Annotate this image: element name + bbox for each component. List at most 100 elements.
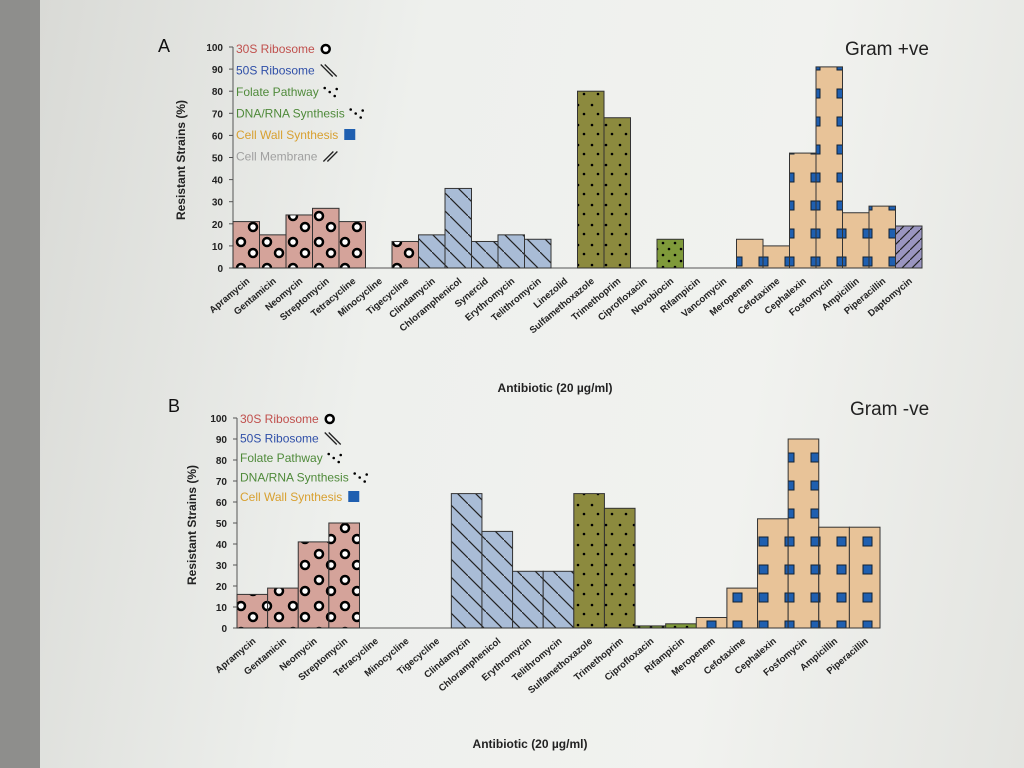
legend-item-r50s: 50S Ribosome bbox=[240, 432, 319, 446]
bar-gentamicin bbox=[267, 587, 299, 629]
hatch-pattern-icon bbox=[322, 151, 338, 162]
y-tick-label: 90 bbox=[212, 65, 224, 76]
bar-sulfamethoxazole bbox=[573, 493, 605, 629]
bar-fosfomycin bbox=[815, 66, 843, 269]
y-tick-label: 90 bbox=[216, 435, 228, 446]
y-tick-label: 70 bbox=[216, 477, 228, 488]
legend-item-membrane: Cell Membrane bbox=[236, 150, 318, 164]
y-tick-label: 10 bbox=[216, 603, 228, 614]
bar-streptomycin bbox=[328, 522, 360, 629]
y-tick-label: 0 bbox=[217, 264, 223, 275]
y-tick-label: 30 bbox=[216, 561, 228, 572]
dot-pattern-icon bbox=[337, 460, 341, 464]
bar-clindamycin bbox=[450, 493, 483, 629]
y-tick-label: 40 bbox=[216, 540, 228, 551]
x-axis-label: Antibiotic (20 µg/ml) bbox=[498, 381, 613, 395]
dot-pattern-icon bbox=[332, 456, 336, 460]
bar-neomycin bbox=[285, 214, 313, 269]
bar-chloramphenicol bbox=[444, 187, 472, 269]
bar-tigecycline bbox=[391, 240, 419, 269]
bar-meropenem bbox=[695, 617, 728, 629]
dot-pattern-icon bbox=[363, 480, 367, 483]
bar-streptomycin bbox=[312, 207, 340, 269]
y-tick-label: 70 bbox=[212, 109, 224, 120]
bar-piperacillin bbox=[868, 205, 896, 269]
bar-erythromycin bbox=[512, 570, 544, 629]
y-tick-label: 100 bbox=[206, 43, 223, 54]
y-tick-label: 20 bbox=[216, 582, 228, 593]
bar-daptomycin bbox=[895, 225, 923, 269]
bar-rifampicin bbox=[665, 623, 697, 629]
bar-telithromycin bbox=[524, 238, 552, 269]
hatch-pattern-icon bbox=[324, 432, 342, 445]
bar-cefotaxime bbox=[762, 245, 790, 269]
dot-pattern-icon bbox=[353, 472, 357, 475]
bar-ampicillin bbox=[842, 212, 870, 269]
circle-pattern-icon bbox=[320, 43, 331, 55]
dot-pattern-icon bbox=[323, 86, 327, 90]
chart-title: Gram -ve bbox=[850, 399, 929, 420]
dot-pattern-icon bbox=[339, 453, 343, 457]
panel-letter: B bbox=[168, 396, 180, 416]
square-pattern-icon bbox=[348, 491, 360, 502]
dot-pattern-icon bbox=[361, 109, 365, 112]
panel-b: B Gram -ve 0 10 20 30 40 50 60 70 80 90 100 Resistant… bbox=[168, 396, 929, 751]
dot-pattern-icon bbox=[328, 90, 332, 94]
bar-apramycin bbox=[232, 221, 260, 269]
legend-item-r50s: 50S Ribosome bbox=[236, 64, 315, 78]
dot-pattern-icon bbox=[358, 476, 362, 479]
hatch-pattern-icon bbox=[320, 64, 338, 77]
y-tick-label: 50 bbox=[212, 154, 224, 165]
legend-item-wall: Cell Wall Synthesis bbox=[240, 490, 342, 504]
dot-pattern-icon bbox=[359, 116, 363, 119]
bar-apramycin bbox=[236, 593, 269, 629]
dot-pattern-icon bbox=[365, 473, 369, 476]
dot-pattern-icon bbox=[349, 108, 353, 111]
y-tick-label: 10 bbox=[212, 242, 224, 253]
bar-synercid bbox=[471, 240, 499, 269]
y-tick-label: 20 bbox=[212, 220, 224, 231]
bar-tetracycline bbox=[338, 221, 366, 269]
y-tick-label: 80 bbox=[212, 87, 224, 98]
y-tick-label: 0 bbox=[221, 624, 227, 635]
bar-piperacillin bbox=[848, 526, 881, 629]
bar-neomycin bbox=[297, 541, 330, 629]
dot-pattern-icon bbox=[335, 87, 339, 91]
legend-item-dna: DNA/RNA Synthesis bbox=[240, 471, 349, 485]
y-tick-label: 50 bbox=[216, 519, 228, 530]
bar-meropenem bbox=[736, 238, 764, 269]
legend-item-folate: Folate Pathway bbox=[236, 85, 319, 99]
bar-telithromycin bbox=[542, 570, 575, 629]
screen bbox=[40, 0, 1024, 768]
y-tick-label: 30 bbox=[212, 198, 224, 209]
chart-title: Gram +ve bbox=[845, 39, 929, 60]
square-pattern-icon bbox=[344, 129, 356, 140]
legend-item-folate: Folate Pathway bbox=[240, 451, 323, 465]
x-axis-label: Antibiotic (20 µg/ml) bbox=[473, 737, 588, 751]
bar-ampicillin bbox=[818, 526, 850, 629]
panel-letter: A bbox=[158, 36, 170, 56]
bar-cephalexin bbox=[757, 518, 789, 629]
y-tick-label: 60 bbox=[216, 498, 228, 509]
bar-trimethoprim bbox=[603, 507, 636, 629]
panel-a: A Gram +ve 0 10 20 30 40 50 60 70 80 90 100 Resistant… bbox=[158, 36, 929, 395]
y-axis-label: Resistant Strains (%) bbox=[174, 100, 188, 220]
bar-erythromycin bbox=[497, 234, 525, 269]
y-axis-label: Resistant Strains (%) bbox=[185, 465, 199, 585]
y-tick-label: 40 bbox=[212, 176, 224, 187]
dot-pattern-icon bbox=[327, 452, 331, 456]
y-tick-label: 60 bbox=[212, 131, 224, 142]
bar-novobiocin bbox=[656, 238, 684, 269]
bar-gentamicin bbox=[259, 234, 287, 269]
y-tick-label: 100 bbox=[210, 414, 227, 425]
legend-item-wall: Cell Wall Synthesis bbox=[236, 128, 338, 142]
bar-chloramphenicol bbox=[481, 530, 514, 629]
bar-sulfamethoxazole bbox=[577, 90, 605, 269]
dot-pattern-icon bbox=[333, 94, 337, 98]
dot-pattern-icon bbox=[354, 112, 358, 115]
bar-ciprofloxacin bbox=[634, 625, 667, 629]
bar-cephalexin bbox=[789, 152, 817, 269]
legend-item-dna: DNA/RNA Synthesis bbox=[236, 107, 345, 121]
legend-item-r30s: 30S Ribosome bbox=[236, 42, 315, 56]
